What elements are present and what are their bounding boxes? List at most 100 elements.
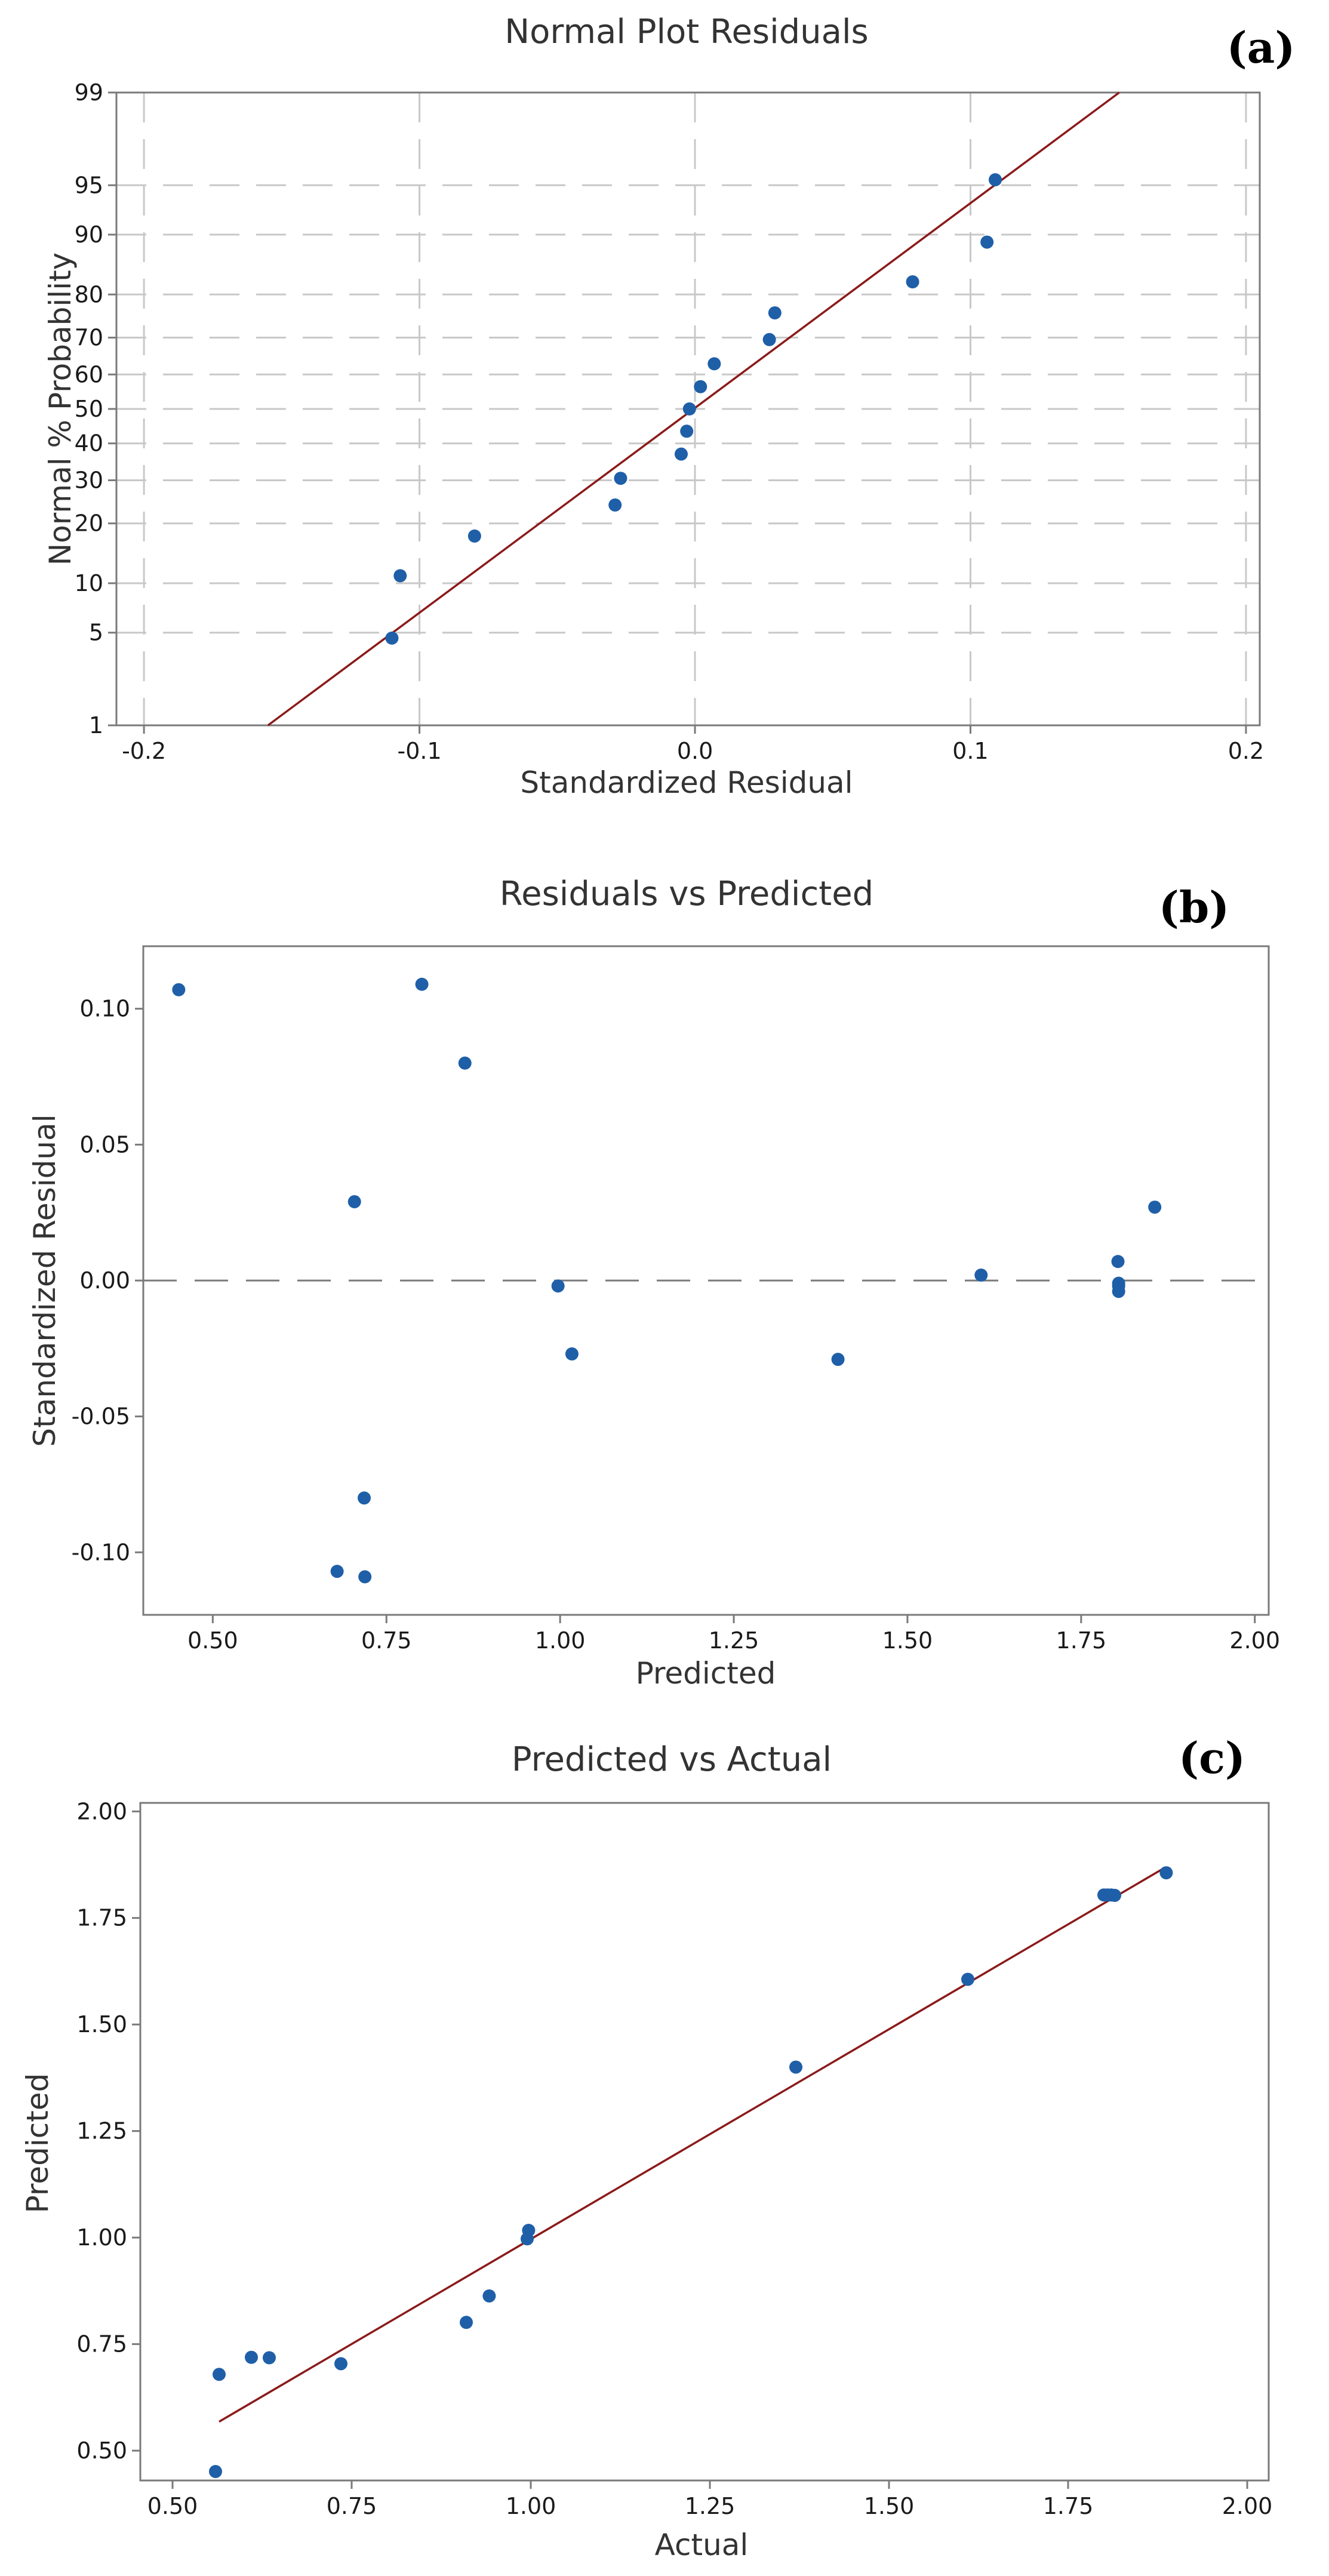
predicted-vs-actual-panel: Predicted vs Actual (c) 0.50 0.75 1.00 1.25…	[20, 1732, 1272, 2562]
y-tick-label: 0.00	[79, 1267, 130, 1294]
data-point	[831, 1353, 845, 1367]
data-point	[565, 1347, 579, 1361]
x-tick-label: 1.00	[506, 2493, 556, 2519]
x-axis: -0.2 -0.1 0.0 0.1 0.2	[122, 725, 1264, 764]
data-point	[347, 1195, 361, 1208]
data-points	[172, 977, 1162, 1584]
y-tick-label: 60	[75, 361, 103, 387]
data-point	[1112, 1285, 1125, 1298]
x-tick-label: 0.50	[187, 1627, 238, 1654]
data-point	[1108, 1888, 1121, 1902]
data-point	[762, 333, 776, 346]
y-tick-label: 1.00	[76, 2224, 127, 2251]
plot-frame	[139, 1802, 1270, 2482]
x-axis-label: Standardized Residual	[520, 765, 853, 800]
gridlines	[116, 91, 1260, 727]
data-point	[789, 2060, 802, 2074]
y-tick-label: 95	[75, 172, 103, 198]
x-axis: 0.50 0.75 1.00 1.25 1.50 1.75 2.00	[187, 1615, 1280, 1654]
y-tick-label: 0.50	[76, 2437, 127, 2464]
data-point	[707, 357, 721, 371]
data-point	[330, 1565, 344, 1578]
y-tick-label: 99	[75, 79, 103, 106]
y-tick-label: 50	[75, 396, 103, 422]
y-tick-label: 10	[75, 570, 103, 596]
data-point	[694, 380, 707, 393]
data-point	[482, 2289, 496, 2303]
x-tick-label: 1.25	[709, 1627, 759, 1654]
data-point	[245, 2350, 258, 2364]
y-tick-label: 1.25	[76, 2118, 127, 2144]
x-tick-label: 1.75	[1043, 2493, 1094, 2519]
data-point	[551, 1279, 565, 1293]
data-point	[608, 498, 622, 512]
data-point	[172, 983, 186, 996]
data-point	[961, 1972, 974, 1986]
y-tick-label: 1.75	[76, 1905, 127, 1931]
data-point	[385, 631, 399, 645]
x-axis-label: Predicted	[636, 1656, 776, 1691]
x-axis: 0.50 0.75 1.00 1.25 1.50 1.75 2.00	[147, 2480, 1272, 2519]
data-point	[974, 1268, 988, 1282]
x-tick-label: 0.1	[952, 738, 988, 764]
x-axis-label: Actual	[655, 2528, 749, 2562]
data-point	[1148, 1201, 1162, 1214]
y-tick-label: 80	[75, 281, 103, 307]
data-point	[522, 2223, 536, 2237]
y-tick-label: -0.10	[72, 1539, 130, 1565]
x-tick-label: 1.00	[535, 1627, 586, 1654]
x-tick-label: 0.75	[327, 2493, 377, 2519]
y-tick-label: 5	[89, 620, 103, 646]
x-tick-label: 2.00	[1229, 1627, 1280, 1654]
panel-tag: (a)	[1227, 22, 1296, 73]
data-point	[980, 235, 994, 249]
x-tick-label: 0.75	[361, 1627, 412, 1654]
chart-title: Residuals vs Predicted	[500, 875, 873, 913]
x-tick-label: 1.50	[882, 1627, 933, 1654]
data-point	[358, 1570, 372, 1584]
y-tick-label: 90	[75, 221, 103, 248]
chart-title: Predicted vs Actual	[512, 1740, 832, 1779]
y-tick-label: 40	[75, 430, 103, 457]
normal-plot-panel: Normal Plot Residuals (a) -0.2 -0.1 0.0 0.1…	[43, 13, 1295, 800]
y-axis-label: Standardized Residual	[27, 1114, 62, 1447]
chart-title: Normal Plot Residuals	[504, 13, 868, 51]
data-points	[209, 1866, 1173, 2479]
y-axis-label: Predicted	[20, 2073, 55, 2214]
data-point	[393, 569, 407, 583]
fit-line	[219, 1866, 1165, 2423]
data-point	[674, 447, 688, 461]
data-points	[385, 173, 1002, 645]
data-point	[614, 472, 627, 485]
x-tick-label: 0.2	[1228, 738, 1264, 764]
x-tick-label: 0.50	[147, 2493, 198, 2519]
y-tick-label: 30	[75, 467, 103, 493]
data-point	[415, 977, 429, 991]
x-tick-label: 1.50	[864, 2493, 915, 2519]
data-point	[680, 424, 694, 438]
data-point	[209, 2465, 222, 2479]
y-tick-label: 20	[75, 510, 103, 537]
data-point	[989, 173, 1002, 187]
data-point	[1159, 1866, 1173, 1880]
x-tick-label: 1.75	[1056, 1627, 1107, 1654]
y-tick-label: 1.50	[76, 2011, 127, 2038]
y-axis: 1 5 10 20 30 40 50 60 70 80 90 95 99	[75, 79, 116, 738]
x-tick-label: -0.2	[122, 738, 166, 764]
y-tick-label: 0.75	[76, 2331, 127, 2358]
data-point	[213, 2368, 226, 2381]
x-tick-label: 0.0	[677, 738, 713, 764]
residuals-vs-predicted-panel: Residuals vs Predicted (b) 0.50 0.75 1.00 1…	[27, 875, 1280, 1691]
y-axis: 0.50 0.75 1.00 1.25 1.50 1.75 2.00	[76, 1798, 140, 2464]
data-point	[358, 1491, 371, 1505]
y-tick-label: -0.05	[72, 1404, 130, 1430]
y-tick-label: 70	[75, 325, 103, 351]
y-tick-label: 1	[89, 712, 103, 738]
data-point	[682, 402, 696, 416]
data-point	[263, 2351, 276, 2365]
x-tick-label: -0.1	[398, 738, 442, 764]
y-axis-label: Normal % Probability	[43, 253, 78, 566]
data-point	[906, 275, 919, 289]
data-point	[460, 2316, 473, 2329]
